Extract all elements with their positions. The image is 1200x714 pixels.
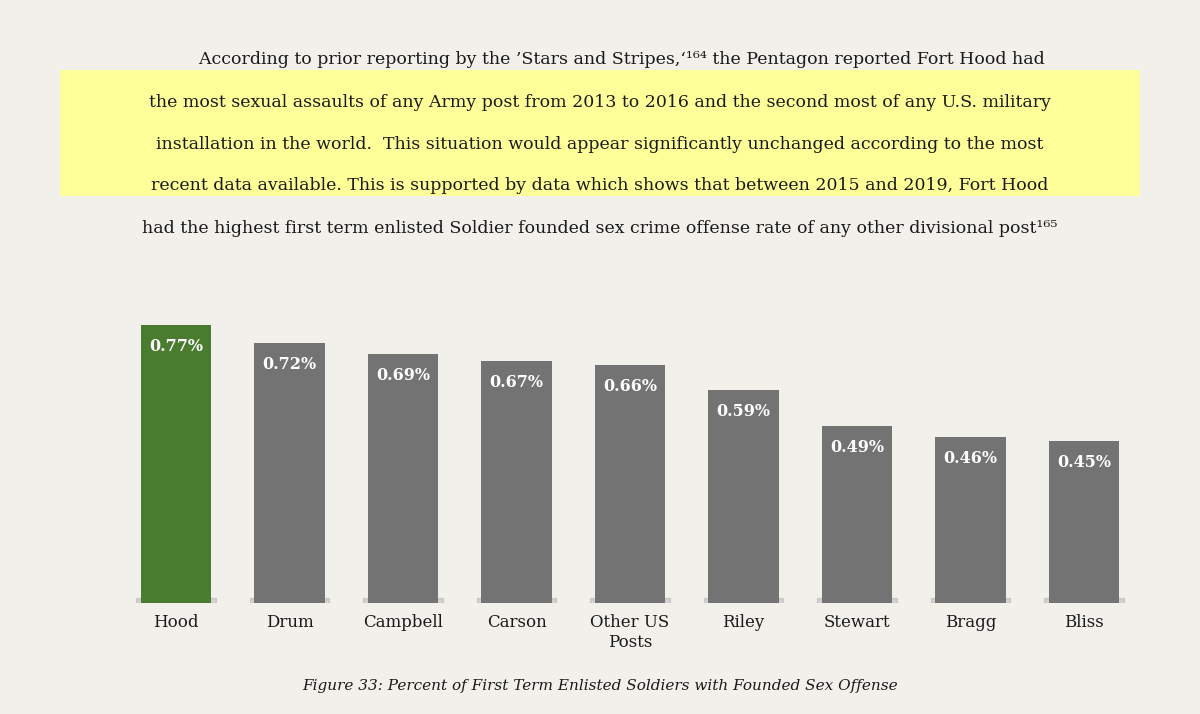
Text: installation in the world.  This situation would appear significantly unchanged : installation in the world. This situatio…	[156, 136, 1044, 153]
FancyBboxPatch shape	[60, 70, 1140, 196]
Text: According to prior reporting by the ’Stars and Stripes,‘¹⁶⁴ the Pentagon reporte: According to prior reporting by the ’Sta…	[155, 51, 1045, 68]
Bar	[250, 598, 329, 606]
Bar	[1044, 598, 1123, 606]
Bar	[476, 598, 557, 606]
Text: 0.72%: 0.72%	[263, 356, 317, 373]
Bar	[137, 598, 216, 606]
Text: the most sexual assaults of any Army post from 2013 to 2016 and the second most : the most sexual assaults of any Army pos…	[149, 94, 1051, 111]
Text: 0.49%: 0.49%	[830, 439, 884, 456]
Text: 0.67%: 0.67%	[490, 374, 544, 391]
Text: 0.69%: 0.69%	[376, 367, 430, 384]
Bar	[935, 437, 1006, 603]
Bar	[590, 598, 670, 606]
Bar	[703, 598, 784, 606]
Text: Figure 33: Percent of First Term Enlisted Soldiers with Founded Sex Offense: Figure 33: Percent of First Term Enliste…	[302, 678, 898, 693]
Text: recent data available. This is supported by data which shows that between 2015 a: recent data available. This is supported…	[151, 177, 1049, 193]
Bar	[140, 326, 211, 603]
Text: 0.77%: 0.77%	[149, 338, 203, 355]
Text: 0.59%: 0.59%	[716, 403, 770, 420]
Bar	[481, 361, 552, 603]
Bar	[708, 391, 779, 603]
Bar	[368, 354, 438, 603]
Bar	[817, 598, 896, 606]
Bar	[931, 598, 1010, 606]
Text: 0.45%: 0.45%	[1057, 453, 1111, 471]
Bar	[822, 426, 892, 603]
Text: 0.66%: 0.66%	[604, 378, 658, 395]
Bar	[595, 365, 665, 603]
Bar	[364, 598, 443, 606]
Bar	[1049, 441, 1120, 603]
Text: had the highest first term enlisted Soldier founded sex crime offense rate of an: had the highest first term enlisted Sold…	[143, 221, 1057, 238]
Bar	[254, 343, 325, 603]
Text: 0.46%: 0.46%	[943, 450, 997, 467]
